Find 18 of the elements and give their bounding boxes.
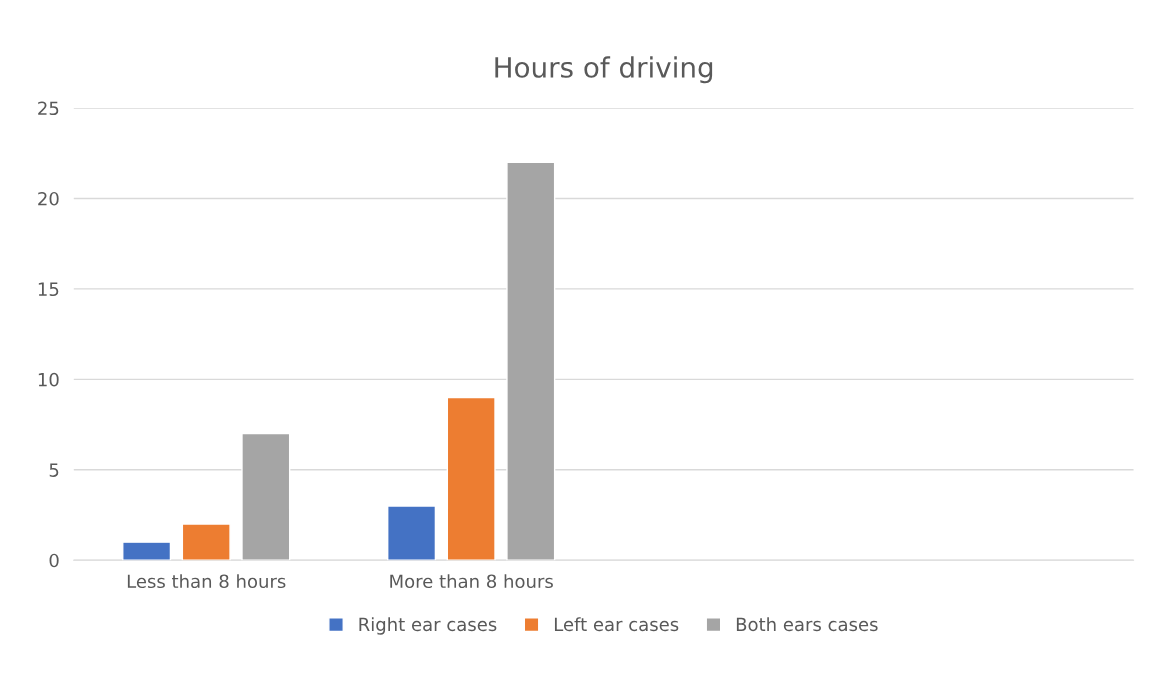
bar (122, 541, 172, 561)
x-tick-label: More than 8 hours (390, 574, 553, 589)
bar (181, 523, 231, 561)
chart-title: Hours of driving (495, 56, 713, 84)
legend-label: Left ear cases (554, 617, 679, 632)
x-tick-label: Less than 8 hours (127, 574, 286, 589)
bar (506, 161, 556, 561)
bar (241, 432, 291, 561)
legend-label: Both ears cases (736, 617, 878, 632)
y-tick-label: 0 (49, 553, 59, 568)
legend-label: Right ear cases (359, 617, 497, 635)
y-tick-label: 15 (38, 282, 59, 297)
y-tick-label: 10 (38, 372, 59, 387)
bar (446, 396, 496, 561)
y-tick-label: 20 (38, 191, 59, 206)
bar (387, 505, 437, 561)
y-tick-label: 5 (49, 463, 59, 477)
y-tick-label: 25 (38, 101, 59, 116)
